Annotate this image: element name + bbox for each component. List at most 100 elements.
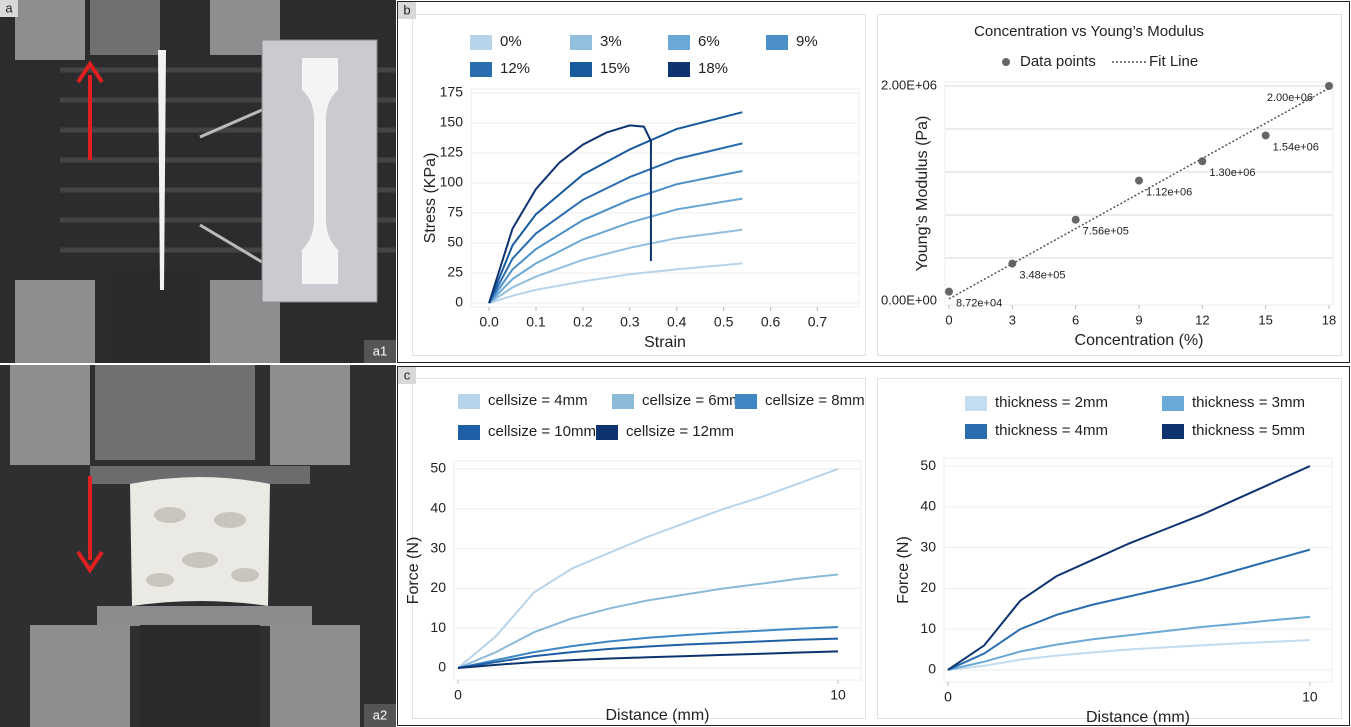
- y-tick-label: 20: [430, 579, 446, 595]
- data-point: [1135, 177, 1143, 185]
- x-tick-label: 6: [1072, 312, 1079, 327]
- x-tick-label: 0.2: [573, 314, 593, 330]
- y-tick-label: 75: [447, 204, 463, 220]
- data-label: 8.72e+04: [956, 298, 1002, 310]
- panel-c-frame: [398, 367, 1350, 726]
- data-point: [1262, 131, 1270, 139]
- y-axis-label: Force (N): [895, 536, 912, 604]
- y-tick-label: 10: [430, 619, 446, 635]
- y-tick-label: 100: [440, 174, 464, 190]
- legend-label: 12%: [500, 60, 530, 77]
- y-tick-label: 50: [920, 457, 936, 473]
- x-tick-label: 0: [944, 689, 952, 705]
- y-tick-label: 10: [920, 620, 936, 636]
- y-tick-label: 50: [430, 460, 446, 476]
- panel-label: b: [403, 2, 410, 17]
- legend-swatch: [470, 35, 492, 50]
- x-tick-label: 0: [945, 312, 952, 327]
- y-tick-label: 0: [455, 294, 463, 310]
- legend-swatch: [596, 425, 618, 440]
- y-tick-label: 0: [928, 661, 936, 677]
- legend-swatch: [1162, 396, 1184, 411]
- legend-swatch: [470, 62, 492, 77]
- legend-label: cellsize = 4mm: [488, 392, 588, 409]
- data-label: 2.00e+06: [1267, 92, 1313, 104]
- x-tick-label: 12: [1195, 312, 1209, 327]
- y-tick-label: 30: [430, 539, 446, 555]
- y-tick-label: 0.00E+00: [881, 292, 937, 307]
- legend-swatch: [570, 62, 592, 77]
- legend-label: cellsize = 6mm: [642, 392, 742, 409]
- legend-swatch: [458, 394, 480, 409]
- panel-label: a1: [373, 343, 387, 358]
- legend-label: 3%: [600, 33, 622, 50]
- photo-a2: [0, 365, 396, 727]
- data-label: 7.56e+05: [1083, 226, 1129, 238]
- legend-label: cellsize = 10mm: [488, 423, 596, 440]
- y-tick-label: 40: [430, 499, 446, 515]
- y-tick-label: 150: [440, 114, 464, 130]
- data-label: 1.54e+06: [1273, 141, 1319, 153]
- y-tick-label: 0: [438, 659, 446, 675]
- x-axis-label: Distance (mm): [605, 707, 709, 724]
- y-axis-label: Stress (KPa): [422, 153, 439, 244]
- legend-label: thickness = 4mm: [995, 422, 1108, 439]
- figure: a a1 a2 b c 02550751001251501750.00.10.2…: [0, 0, 1351, 727]
- panel-label: a2: [373, 707, 387, 722]
- x-tick-label: 18: [1322, 312, 1336, 327]
- legend-label: 6%: [698, 33, 720, 50]
- x-tick-label: 0: [454, 687, 462, 703]
- legend-swatch: [1002, 58, 1010, 66]
- x-tick-label: 10: [830, 687, 846, 703]
- y-tick-label: 125: [440, 144, 464, 160]
- legend-label: 15%: [600, 60, 630, 77]
- data-label: 1.30e+06: [1209, 167, 1255, 179]
- y-tick-label: 20: [920, 579, 936, 595]
- legend-swatch: [570, 35, 592, 50]
- legend-swatch: [965, 424, 987, 439]
- y-tick-label: 2.00E+06: [881, 77, 937, 92]
- panel-b-frame: [398, 2, 1350, 363]
- x-tick-label: 0.7: [808, 314, 828, 330]
- x-tick-label: 15: [1258, 312, 1272, 327]
- data-label: 1.12e+06: [1146, 187, 1192, 199]
- data-point: [945, 288, 953, 296]
- legend-label: cellsize = 12mm: [626, 423, 734, 440]
- x-tick-label: 0.1: [526, 314, 546, 330]
- x-tick-label: 0.3: [620, 314, 640, 330]
- legend-swatch: [1162, 424, 1184, 439]
- x-axis-label: Concentration (%): [1075, 332, 1204, 349]
- legend-swatch: [965, 396, 987, 411]
- legend-label: 9%: [796, 33, 818, 50]
- data-point: [1072, 216, 1080, 224]
- legend-label: 18%: [698, 60, 728, 77]
- legend-label: Data points: [1020, 53, 1096, 70]
- legend-label: thickness = 2mm: [995, 394, 1108, 411]
- panel-label: a: [5, 0, 13, 15]
- x-axis-label: Strain: [644, 334, 686, 351]
- data-point: [1325, 82, 1333, 90]
- x-tick-label: 0.6: [761, 314, 781, 330]
- legend-swatch: [668, 35, 690, 50]
- y-tick-label: 40: [920, 498, 936, 514]
- legend-swatch: [612, 394, 634, 409]
- legend-label: cellsize = 8mm: [765, 392, 865, 409]
- y-tick-label: 25: [447, 264, 463, 280]
- x-tick-label: 0.0: [479, 314, 499, 330]
- legend-label: 0%: [500, 33, 522, 50]
- legend-label: Fit Line: [1149, 53, 1198, 70]
- photo-a1: [0, 0, 396, 363]
- legend-swatch: [668, 62, 690, 77]
- x-tick-label: 0.4: [667, 314, 687, 330]
- y-tick-label: 175: [440, 84, 464, 100]
- legend-label: thickness = 5mm: [1192, 422, 1305, 439]
- legend-swatch: [735, 394, 757, 409]
- x-tick-label: 10: [1302, 689, 1318, 705]
- panel-label: c: [404, 367, 411, 382]
- x-tick-label: 3: [1009, 312, 1016, 327]
- legend-label: thickness = 3mm: [1192, 394, 1305, 411]
- legend-swatch: [458, 425, 480, 440]
- x-axis-label: Distance (mm): [1086, 709, 1190, 726]
- chart-title: Concentration vs Young’s Modulus: [974, 23, 1204, 40]
- y-axis-label: Young’s Modulus (Pa): [914, 116, 931, 272]
